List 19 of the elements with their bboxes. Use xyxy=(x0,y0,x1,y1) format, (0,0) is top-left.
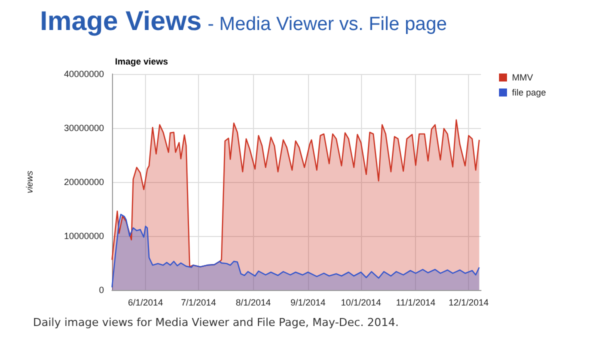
x-tick-label: 8/1/2014 xyxy=(236,298,271,308)
y-tick-label: 30000000 xyxy=(64,123,104,133)
x-tick-label: 12/1/2014 xyxy=(448,298,489,308)
x-tick-label: 6/1/2014 xyxy=(128,298,164,308)
chart-title: Image Views xyxy=(40,6,202,36)
y-tick-label: 40000000 xyxy=(64,69,104,79)
x-tick-label: 11/1/2014 xyxy=(396,298,436,308)
x-tick-label: 9/1/2014 xyxy=(290,298,326,308)
chart-subtitle: - Media Viewer vs. File page xyxy=(208,14,447,35)
text: Daily image views for Media Viewer and File Page, May-Dec. 2014. xyxy=(33,316,399,329)
legend-label: MMV xyxy=(512,72,533,82)
y-tick-label: 20000000 xyxy=(64,177,104,187)
x-tick-label: 7/1/2014 xyxy=(180,298,216,308)
legend-label: file page xyxy=(512,88,546,98)
text: Image views xyxy=(115,56,168,66)
y-tick-label: 10000000 xyxy=(64,231,104,241)
x-tick-label: 10/1/2014 xyxy=(340,298,381,308)
y-axis-title: views xyxy=(24,170,34,194)
y-tick-label: 0 xyxy=(98,285,104,295)
